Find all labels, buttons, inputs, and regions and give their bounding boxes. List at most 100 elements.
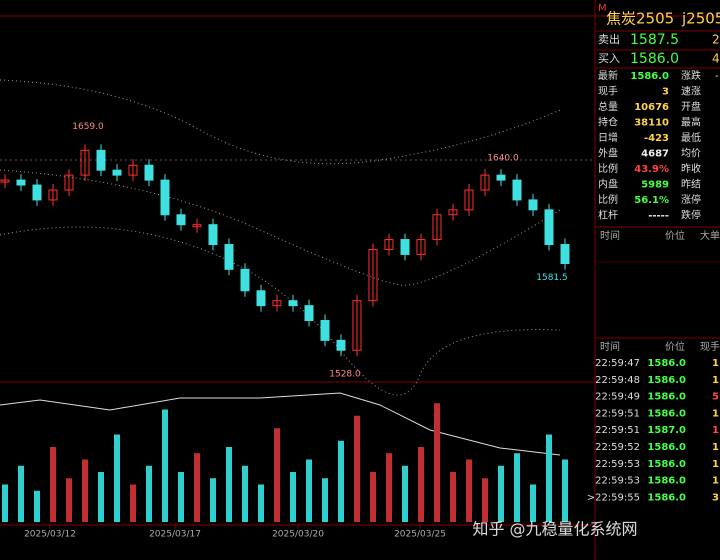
volume-bar xyxy=(402,465,408,522)
symbol-code: j2505 xyxy=(681,10,720,28)
ask-label: 卖出 xyxy=(598,32,620,46)
candle xyxy=(192,224,202,228)
tick-volume: 1 xyxy=(712,408,719,419)
stat-label: 现手 xyxy=(598,85,618,98)
tick-time: 22:59:53 xyxy=(595,476,640,487)
volume-bar xyxy=(386,453,392,522)
candle xyxy=(208,224,218,246)
band-lower xyxy=(0,226,561,396)
volume-bar xyxy=(50,447,56,522)
stat-value: 3 xyxy=(662,87,669,98)
volume-bar xyxy=(226,447,232,522)
volume-bar xyxy=(290,472,296,522)
stat-label: 开盘 xyxy=(681,100,701,113)
price-annotation: 1581.5 xyxy=(536,273,568,283)
tick-price: 1587.0 xyxy=(647,425,686,436)
candle xyxy=(32,184,42,201)
volume-bar xyxy=(210,478,216,522)
candle xyxy=(128,164,138,176)
stat-label: 内盘 xyxy=(598,178,618,191)
candle xyxy=(64,174,74,191)
stat-label: 涨停 xyxy=(681,193,701,206)
stat-label: 昨结 xyxy=(681,178,701,191)
date-label: 2025/03/20 xyxy=(272,530,324,540)
bid-size: 4 xyxy=(712,52,720,66)
stat-label: 昨收 xyxy=(681,162,701,175)
stat-label: 速涨 xyxy=(681,86,701,98)
volume-bar xyxy=(82,459,88,522)
top-bar xyxy=(0,0,720,14)
ask-price: 1587.5 xyxy=(630,32,679,48)
volume-bar xyxy=(2,484,8,522)
volume-bar xyxy=(546,434,552,522)
stat-value: 1586.0 xyxy=(630,71,669,82)
tick-time: 22:59:51 xyxy=(595,425,640,436)
tick-time: 22:59:52 xyxy=(595,442,640,453)
volume-bar xyxy=(498,465,504,522)
volume-bar xyxy=(66,478,72,522)
tick-volume: 1 xyxy=(712,425,719,436)
candle xyxy=(560,244,570,265)
tick-price: 1586.0 xyxy=(647,492,686,503)
volume-bar xyxy=(194,453,200,522)
tick-price: 1586.0 xyxy=(647,442,686,453)
stat-label: 比例 xyxy=(598,193,618,206)
price-annotation: 1528.0 xyxy=(329,369,361,379)
candle xyxy=(96,149,106,171)
candle xyxy=(544,209,554,246)
tick-price: 1586.0 xyxy=(647,459,686,470)
tick-time: 22:59:47 xyxy=(595,358,640,369)
candle xyxy=(48,189,58,201)
tick-volume: 3 xyxy=(712,492,719,503)
stat-value: 4687 xyxy=(641,149,669,160)
stat-value: -423 xyxy=(644,133,669,144)
watermark: 知乎 @九稳量化系统网 xyxy=(472,520,637,539)
stat-value: 38110 xyxy=(634,118,669,129)
volume-bar xyxy=(98,472,104,522)
candle xyxy=(272,300,282,307)
stat-label: 杠杆 xyxy=(598,209,618,222)
volume-bar xyxy=(530,484,536,522)
tick-time: >22:59:55 xyxy=(587,492,640,503)
ask-size: 2 xyxy=(712,33,720,47)
date-label: 2025/03/17 xyxy=(149,530,201,540)
symbol-name: 焦炭2505 xyxy=(606,10,674,28)
tick-volume: 1 xyxy=(712,442,719,453)
tick-price: 1586.0 xyxy=(647,392,686,403)
candle xyxy=(496,174,506,181)
volume-bar xyxy=(338,440,344,522)
candle xyxy=(288,300,298,307)
volume-bar xyxy=(514,453,520,522)
column-header: 时间 xyxy=(600,340,620,353)
stat-label: 最新 xyxy=(598,69,618,82)
stat-value: 56.1% xyxy=(634,195,669,206)
column-header: 现手 xyxy=(700,340,720,353)
price-annotation: 1659.0 xyxy=(72,122,104,132)
band-upper xyxy=(0,79,561,165)
tick-volume: 1 xyxy=(712,358,719,369)
stat-label: 最低 xyxy=(681,131,701,144)
tick-price: 1586.0 xyxy=(647,476,686,487)
candle xyxy=(80,149,90,176)
candle xyxy=(224,244,234,270)
tick-time: 22:59:48 xyxy=(595,375,640,386)
volume-bar xyxy=(274,428,280,522)
candle xyxy=(512,179,522,201)
bid-price: 1586.0 xyxy=(630,51,679,67)
column-header: 大单 xyxy=(700,229,720,242)
volume-bar xyxy=(434,403,440,522)
stat-value: - xyxy=(715,71,719,82)
candle xyxy=(176,214,186,226)
volume-bar xyxy=(34,490,40,522)
stat-label: 跌停 xyxy=(681,209,701,222)
candle xyxy=(240,268,250,292)
stat-label: 比例 xyxy=(598,162,618,175)
volume-bar xyxy=(146,465,152,522)
volume-bar xyxy=(130,484,136,522)
candle xyxy=(16,179,26,186)
candle xyxy=(448,209,458,216)
tick-price: 1586.0 xyxy=(647,408,686,419)
volume-bar xyxy=(450,472,456,522)
volume-bar xyxy=(322,478,328,522)
